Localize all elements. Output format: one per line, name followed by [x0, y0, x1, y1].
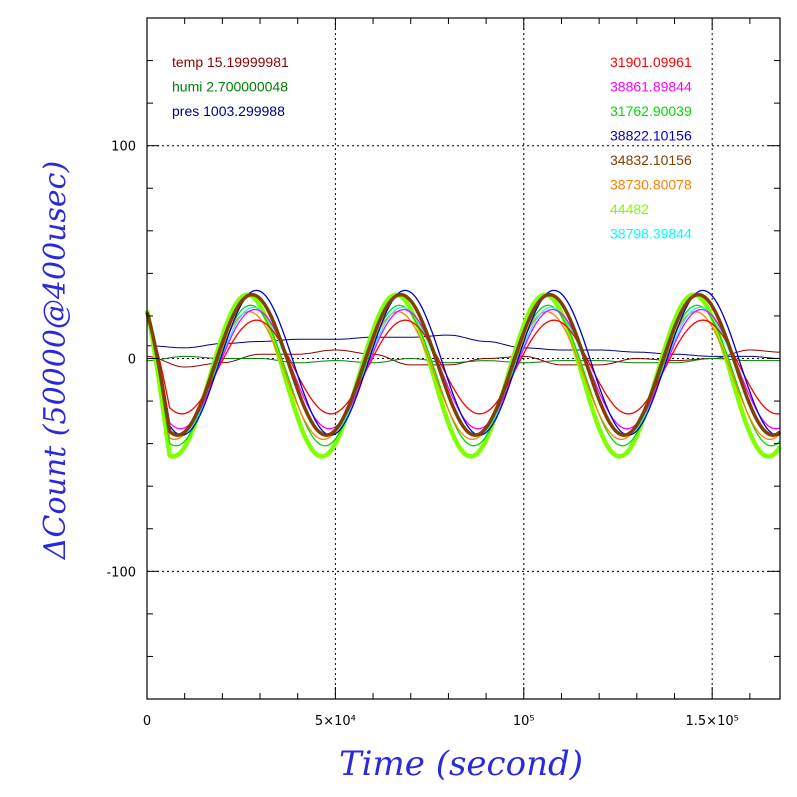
series-legend-entry: 34832.10156 [610, 152, 692, 168]
env-line-temp [146, 349, 780, 368]
y-tick-label: 0 [128, 353, 136, 368]
x-tick-label: 10⁵ [513, 714, 535, 729]
env-legend-entry: pres 1003.299988 [172, 103, 285, 119]
x-tick-label: 0 [143, 714, 151, 729]
env-legend-entry: humi 2.700000048 [172, 79, 288, 95]
axis-ticks [147, 18, 780, 699]
series-legend-entry: 31901.09961 [610, 54, 692, 70]
env-line-humi [147, 355, 780, 364]
y-axis-title: ΔCount (50000@400usec) [38, 161, 73, 560]
series-line [146, 316, 781, 415]
tick-labels: 0 5×10⁴ 10⁵ 1.5×10⁵ 100 0 -100 [106, 140, 738, 729]
series-line [146, 308, 781, 430]
series-legend: 31901.09961 38861.89844 31762.90039 38822.1… [610, 54, 692, 242]
series-legend-entry: 31762.90039 [610, 103, 692, 119]
series-legend-entry: 38730.80078 [610, 177, 692, 193]
series-line [146, 306, 781, 436]
series-legend-entry: 38822.10156 [610, 128, 692, 144]
env-legend-entry: temp 15.19999981 [172, 54, 289, 70]
series-line [145, 292, 782, 437]
environment-lines [146, 334, 781, 368]
series-legend-entry: 38798.39844 [610, 226, 692, 242]
series-line [146, 289, 781, 436]
environment-legend: temp 15.19999981 humi 2.700000048 pres 100… [172, 54, 289, 119]
y-tick-label: 100 [111, 140, 136, 155]
x-tick-label: 1.5×10⁵ [686, 714, 739, 729]
x-tick-label: 5×10⁴ [315, 714, 356, 729]
y-tick-label: -100 [106, 565, 136, 580]
x-axis-title: Time (second) [339, 744, 583, 784]
series-line [144, 292, 782, 459]
series-lines [144, 289, 782, 459]
series-legend-entry: 38861.89844 [610, 79, 692, 95]
env-line-pres [146, 334, 781, 359]
series-legend-entry: 44482 [610, 201, 649, 217]
